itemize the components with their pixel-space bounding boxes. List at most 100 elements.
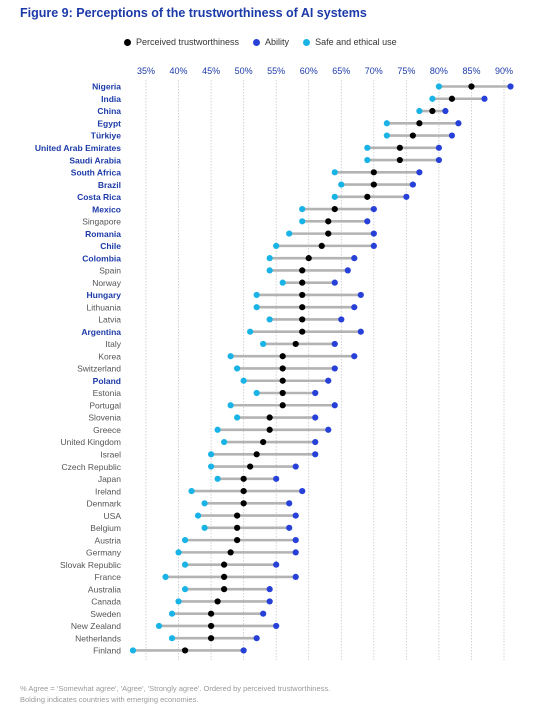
ability-point [273, 561, 280, 568]
country-label: Nigeria [92, 82, 121, 92]
legend-label-ability: Ability [265, 37, 290, 47]
country-label: United Arab Emirates [35, 143, 121, 153]
safe-ethical-point [175, 549, 182, 556]
legend-swatch-safe [303, 38, 311, 46]
safe-ethical-point [181, 586, 189, 593]
legend-swatch-ability [253, 38, 261, 46]
ability-point [338, 316, 345, 323]
ability-point [351, 304, 358, 311]
safe-ethical-point [181, 537, 189, 544]
country-label: Netherlands [75, 633, 121, 643]
trust-point [409, 132, 416, 139]
trust-point [331, 206, 338, 213]
country-label: Belgium [90, 523, 121, 533]
trust-point [266, 414, 273, 421]
safe-ethical-point [227, 353, 234, 360]
safe-ethical-point [331, 169, 338, 176]
trust-point [240, 500, 247, 507]
trust-point [299, 279, 306, 286]
ability-point [448, 132, 456, 139]
trust-point [207, 622, 215, 630]
trust-point [416, 120, 423, 127]
country-label: Austria [95, 535, 122, 545]
country-label: Ireland [95, 486, 121, 496]
safe-ethical-point [260, 340, 267, 348]
ability-point [240, 647, 247, 654]
safe-ethical-point [240, 377, 247, 384]
country-label: Greece [93, 425, 121, 435]
ability-point [325, 426, 332, 433]
country-label: Denmark [87, 499, 122, 509]
safe-ethical-point [279, 279, 286, 286]
country-label: Egypt [97, 118, 121, 128]
x-tick-label: 75% [397, 66, 415, 76]
footnote-line-1: % Agree = 'Somewhat agree', 'Agree', 'St… [20, 684, 331, 693]
country-label: Saudi Arabia [69, 155, 121, 165]
country-label: Lithuania [86, 302, 121, 312]
safe-ethical-point [194, 512, 202, 519]
trust-point [214, 598, 221, 605]
country-label: Chile [100, 241, 121, 251]
safe-ethical-point [234, 414, 241, 421]
ability-point [507, 83, 514, 90]
safe-ethical-point [364, 144, 371, 151]
ability-point [351, 255, 358, 262]
trust-point [279, 365, 286, 372]
chart-title: Figure 9: Perceptions of the trustworthi… [20, 6, 367, 20]
ability-point [357, 291, 364, 299]
safe-ethical-point [129, 647, 137, 654]
country-label: Norway [92, 278, 122, 288]
country-label: Romania [85, 229, 121, 239]
safe-ethical-point [188, 487, 195, 495]
trust-point [279, 353, 286, 360]
trust-point [240, 487, 247, 495]
safe-ethical-point [364, 156, 371, 164]
ability-point [351, 353, 358, 360]
country-label: Türkiye [91, 131, 122, 141]
x-tick-label: 80% [430, 66, 448, 76]
ability-point [312, 389, 319, 397]
ability-point [325, 377, 332, 384]
country-label: Korea [98, 351, 121, 361]
ability-point [292, 537, 299, 544]
trust-point [279, 377, 286, 384]
safe-ethical-point [214, 475, 221, 482]
ability-point [266, 598, 273, 605]
country-label: China [97, 106, 121, 116]
country-label: Hungary [87, 290, 122, 300]
safe-ethical-point [331, 193, 338, 200]
x-tick-label: 55% [267, 66, 285, 76]
ability-point [409, 181, 416, 188]
safe-ethical-point [201, 524, 208, 531]
ability-point [435, 156, 443, 164]
trust-point [221, 561, 228, 568]
country-label: Mexico [92, 204, 121, 214]
legend-item-ability: Ability [253, 37, 289, 47]
trust-point [240, 475, 247, 482]
ability-point [273, 475, 280, 482]
safe-ethical-point [247, 328, 254, 335]
x-tick-label: 90% [495, 66, 513, 76]
safe-ethical-point [175, 598, 182, 605]
footnote: % Agree = 'Somewhat agree', 'Agree', 'St… [20, 683, 330, 705]
trust-point [260, 438, 267, 446]
country-label: Finland [93, 646, 121, 656]
country-label: Poland [93, 376, 121, 386]
country-label: Latvia [98, 315, 121, 325]
safe-ethical-point [207, 451, 215, 458]
trust-point [396, 156, 403, 164]
ability-point [292, 549, 299, 556]
x-tick-label: 60% [300, 66, 318, 76]
ability-point [331, 340, 338, 348]
trust-point [266, 426, 273, 433]
trust-point [370, 181, 377, 188]
trust-point [299, 316, 306, 323]
trust-point [234, 524, 241, 531]
trust-point [253, 451, 260, 458]
trust-point [207, 610, 215, 617]
trust-point [221, 573, 228, 581]
country-label: Sweden [90, 609, 121, 619]
ability-point [292, 512, 299, 519]
ability-point [357, 328, 364, 335]
safe-ethical-point [338, 181, 345, 188]
